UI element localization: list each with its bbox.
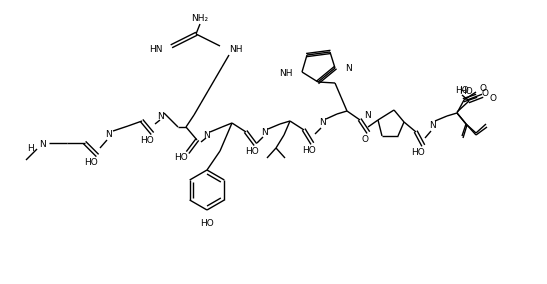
Text: HO: HO (200, 219, 214, 228)
Text: O: O (482, 89, 489, 97)
Text: HO: HO (174, 153, 188, 162)
Text: O: O (480, 83, 487, 93)
Text: NH: NH (229, 45, 242, 53)
Text: HO: HO (455, 85, 469, 95)
Text: NH₂: NH₂ (191, 14, 208, 22)
Text: N: N (318, 118, 325, 126)
Text: HO: HO (84, 158, 98, 166)
Text: N: N (104, 130, 112, 139)
Text: HO: HO (411, 147, 425, 156)
Text: HO: HO (302, 145, 316, 154)
Text: O: O (490, 93, 497, 103)
Text: N: N (260, 128, 267, 137)
Text: HO: HO (245, 147, 259, 156)
Text: HO: HO (140, 135, 154, 145)
Text: N: N (429, 120, 435, 130)
Text: N: N (158, 112, 165, 120)
Text: N: N (39, 139, 46, 149)
Text: HN: HN (149, 45, 163, 53)
Text: NH: NH (280, 68, 293, 78)
Text: H: H (27, 143, 33, 153)
Text: HO: HO (459, 87, 473, 95)
Text: O: O (362, 135, 369, 143)
Text: N: N (203, 131, 211, 139)
Text: N: N (364, 110, 371, 120)
Text: N: N (345, 64, 352, 72)
